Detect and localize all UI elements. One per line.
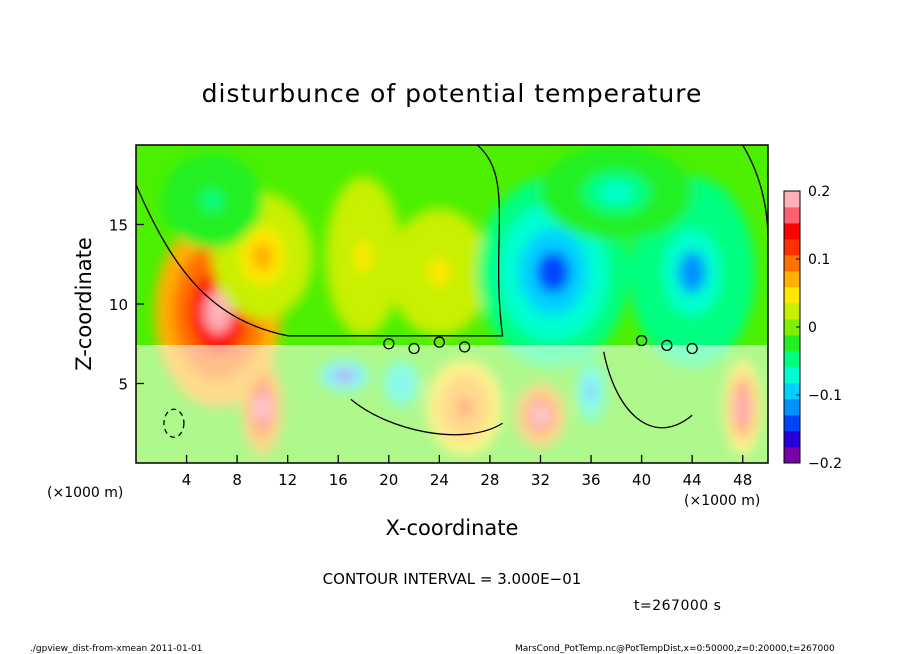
x-tick-label: 12 [278,471,297,489]
colorbar-swatch [784,223,800,240]
data-blob [428,258,451,287]
y-tick-label: 5 [118,376,128,394]
data-blob [355,238,372,274]
colorbar-tick-label: 0.2 [808,184,830,200]
colorbar: 0.2 0.1 0 −0.1 −0.2 [783,184,842,472]
y-tick-label: 15 [109,217,128,235]
colorbar-swatch [784,399,800,416]
x-tick-label: 40 [632,471,651,489]
colorbar-swatch [784,367,800,384]
time-label: t=267000 s [634,598,721,614]
lower-disturbed-layer [136,345,768,463]
x-tick-label: 16 [329,471,348,489]
contour-line [433,336,446,348]
contour-line [136,145,504,337]
data-blob [599,182,634,204]
x-tick-label: 20 [379,471,398,489]
footer-right: MarsCond_PotTemp.nc@PotTempDist,x=0:5000… [515,644,835,654]
contour-line [661,339,673,351]
data-blob [204,290,233,333]
contour-line [383,338,395,350]
colorbar-swatch [784,207,800,224]
data-blob [200,190,223,212]
x-tick-label: 8 [232,471,242,489]
contour-line [163,408,185,438]
colorbar-swatch [784,447,800,464]
data-blob [536,251,570,294]
x-axis-label: X-coordinate [386,516,519,540]
plot-area [136,145,768,463]
colorbar-tick-label: 0.1 [808,252,830,268]
colorbar-swatch [784,415,800,432]
x-tick-label: 28 [480,471,499,489]
colorbar-swatch [784,303,800,320]
data-blob [678,251,707,294]
colorbar-swatch [784,383,800,400]
colorbar-swatch [784,431,800,448]
colorbar-swatch [784,255,800,272]
colorbar-tick-label: −0.2 [808,456,842,472]
contour-line [686,342,698,355]
x-tick-label: 4 [182,471,192,489]
x-tick-label: 24 [430,471,449,489]
data-blob [251,242,274,271]
colorbar-swatch [784,271,800,288]
x-tick-label: 44 [683,471,702,489]
colorbar-swatch [784,351,800,368]
x-tick-label: 48 [733,471,752,489]
contour-line [458,341,471,353]
contour-line [635,334,648,347]
colorbar-swatch [784,287,800,304]
colorbar-tick-label: −0.1 [808,388,842,404]
colorbar-swatch [784,239,800,256]
x-unit-left: (×1000 m) [47,485,123,501]
footer-left: ./gpview_dist-from-xmean 2011-01-01 [30,644,202,654]
y-tick-label: 10 [109,296,128,314]
x-tick-label: 32 [531,471,550,489]
contour-line [408,342,420,355]
contour-line [603,351,693,429]
x-unit-right: (×1000 m) [684,493,760,509]
chart-title: disturbunce of potential temperature [202,79,703,108]
y-axis-label: Z-coordinate [72,237,96,371]
contour-interval-label: CONTOUR INTERVAL = 3.000E−01 [323,570,582,588]
colorbar-swatch [784,319,800,336]
x-tick-label: 36 [581,471,600,489]
contour-line [350,398,503,436]
colorbar-swatch [784,191,800,208]
colorbar-tick-label: 0 [808,320,817,336]
colorbar-swatch [784,335,800,352]
